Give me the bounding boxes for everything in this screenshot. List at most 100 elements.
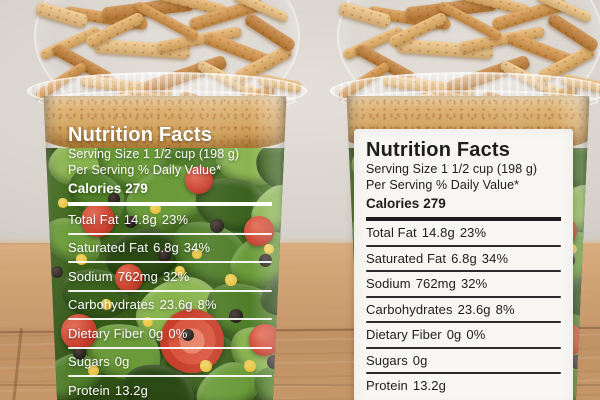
nutrient-name: Saturated Fat <box>68 240 149 256</box>
nutrition-row: Saturated Fat 6.8g 34% <box>68 235 272 262</box>
nutrient-name: Sodium <box>68 268 113 284</box>
nutrient-dv: 8% <box>495 301 515 317</box>
nutrition-row: Total Fat 14.8g 23% <box>366 221 561 245</box>
corn-kernel <box>150 203 162 215</box>
nutrient-name: Carbohydrates <box>68 297 155 313</box>
black-olive <box>182 329 195 342</box>
label-divider <box>366 321 561 323</box>
calories-label: Calories <box>68 181 122 196</box>
label-calories: Calories 279 <box>366 196 561 212</box>
black-olive <box>50 266 63 279</box>
label-divider <box>68 261 272 263</box>
nutrient-amount: 0g <box>114 354 130 370</box>
nutrient-dv: 32% <box>460 276 488 292</box>
nutrient-dv: 0% <box>466 327 486 343</box>
nutrition-row: Protein 13.2g <box>366 374 561 398</box>
nutrient-name: Dietary Fiber <box>68 325 144 341</box>
label-divider <box>366 346 561 349</box>
nutrient-dv: 32% <box>162 268 190 284</box>
nutrient-name: Carbohydrates <box>366 301 453 317</box>
corn-kernel <box>75 253 87 265</box>
nutrient-name: Saturated Fat <box>366 250 447 266</box>
nutrition-label-sticker: Nutrition Facts Serving Size 1 1/2 cup (… <box>354 129 573 400</box>
nutrient-dv: 0% <box>168 325 188 341</box>
nutrition-row: Carbohydrates 23.6g 8% <box>366 298 561 322</box>
nutrient-amount: 762mg <box>415 276 456 292</box>
black-olive <box>157 248 171 262</box>
calories-value: 279 <box>125 181 148 196</box>
nutrient-name: Total Fat <box>68 211 119 227</box>
label-divider <box>68 318 272 320</box>
nutrition-row: Total Fat 14.8g 23% <box>68 206 272 233</box>
label-title: Nutrition Facts <box>68 124 213 146</box>
cherry-tomato <box>80 203 115 238</box>
dressing-layer <box>43 96 287 154</box>
black-olive <box>259 253 273 267</box>
cherry-tomato <box>184 165 213 194</box>
corn-kernel <box>100 299 112 311</box>
calories-value: 279 <box>423 196 446 211</box>
calories-divider-bar <box>366 217 561 221</box>
label-divider <box>68 346 272 349</box>
label-daily-value-note: Per Serving % Daily Value* <box>366 178 520 192</box>
nutrient-amount: 23.6g <box>457 301 491 317</box>
cherry-tomato <box>60 314 97 351</box>
corn-kernel <box>58 198 69 209</box>
nutrient-amount: 762mg <box>117 268 158 284</box>
label-divider <box>68 289 272 292</box>
black-olive <box>125 216 138 229</box>
label-divider <box>366 372 561 374</box>
nutrition-row: Protein 13.2g <box>68 377 272 400</box>
tortilla-strip <box>338 1 392 29</box>
black-olive <box>209 218 224 233</box>
nutrient-dv: 8% <box>197 297 217 313</box>
corn-kernel <box>142 316 153 327</box>
salad-contents <box>43 148 287 400</box>
nutrient-name: Protein <box>366 378 408 394</box>
nutrition-row: Dietary Fiber 0g 0% <box>68 320 272 347</box>
nutrient-amount: 6.8g <box>153 240 179 256</box>
nutrient-name: Sugars <box>68 354 110 370</box>
salad-cup-left: Nutrition Facts Serving Size 1 1/2 cup (… <box>27 0 307 400</box>
nutrient-amount: 14.8g <box>123 211 157 227</box>
nutrition-row: Saturated Fat 6.8g 34% <box>366 247 561 271</box>
nutrition-rows: Total Fat 14.8g 23% Saturated Fat 6.8g 34% Sod… <box>366 221 561 398</box>
label-divider <box>68 375 272 377</box>
cherry-tomato <box>244 216 275 247</box>
label-divider <box>366 295 561 298</box>
label-title: Nutrition Facts <box>366 139 511 161</box>
label-divider <box>68 232 272 235</box>
nutrition-row: Dietary Fiber 0g 0% <box>366 323 561 347</box>
cherry-tomato <box>115 263 144 292</box>
nutrient-dv: 23% <box>161 211 189 227</box>
salad-cup-right: Nutrition Facts Serving Size 1 1/2 cup (… <box>330 0 600 400</box>
label-daily-value-note: Per Serving % Daily Value* <box>68 163 222 177</box>
nutrition-rows: Total Fat 14.8g 23% Saturated Fat 6.8g 34% Sod… <box>68 206 272 400</box>
nutrient-name: Dietary Fiber <box>366 327 442 343</box>
nutrient-amount: 13.2g <box>412 378 446 394</box>
label-serving-size: Serving Size 1 1/2 cup (198 g) <box>68 147 240 161</box>
calories-label: Calories <box>366 196 420 211</box>
label-divider <box>366 244 561 247</box>
label-divider <box>366 270 561 272</box>
nutrient-amount: 6.8g <box>451 250 477 266</box>
label-calories: Calories 279 <box>68 181 272 197</box>
nutrition-row: Sodium 762mg 32% <box>68 263 272 290</box>
nutrient-amount: 0g <box>412 352 428 368</box>
nutrient-amount: 0g <box>446 327 462 343</box>
black-olive <box>73 347 87 361</box>
nutrient-name: Sugars <box>366 352 408 368</box>
tortilla-strip <box>35 1 89 29</box>
nutrient-name: Sodium <box>366 276 411 292</box>
label-serving-size: Serving Size 1 1/2 cup (198 g) <box>366 162 538 176</box>
corn-kernel <box>224 274 237 286</box>
nutrition-row: Sugars 0g <box>68 349 272 376</box>
nutrition-row: Sugars 0g <box>366 349 561 373</box>
corn-kernel <box>199 359 212 372</box>
corn-kernel <box>244 359 257 372</box>
nutrient-amount: 0g <box>148 325 164 341</box>
corn-kernel <box>192 248 203 259</box>
nutrient-dv: 34% <box>183 240 211 256</box>
calories-divider-bar <box>68 202 272 206</box>
